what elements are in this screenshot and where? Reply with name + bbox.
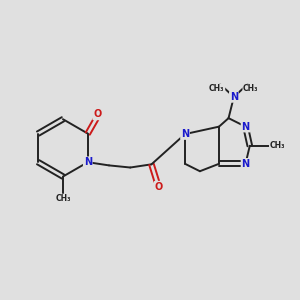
Text: N: N bbox=[242, 122, 250, 132]
Text: N: N bbox=[181, 129, 189, 139]
Text: CH₃: CH₃ bbox=[55, 194, 71, 203]
Text: N: N bbox=[242, 159, 250, 169]
Text: CH₃: CH₃ bbox=[270, 141, 285, 150]
Text: N: N bbox=[84, 157, 92, 167]
Text: O: O bbox=[93, 110, 101, 119]
Text: CH₃: CH₃ bbox=[243, 84, 259, 93]
Text: CH₃: CH₃ bbox=[209, 84, 225, 93]
Text: N: N bbox=[230, 92, 238, 102]
Text: O: O bbox=[155, 182, 163, 192]
